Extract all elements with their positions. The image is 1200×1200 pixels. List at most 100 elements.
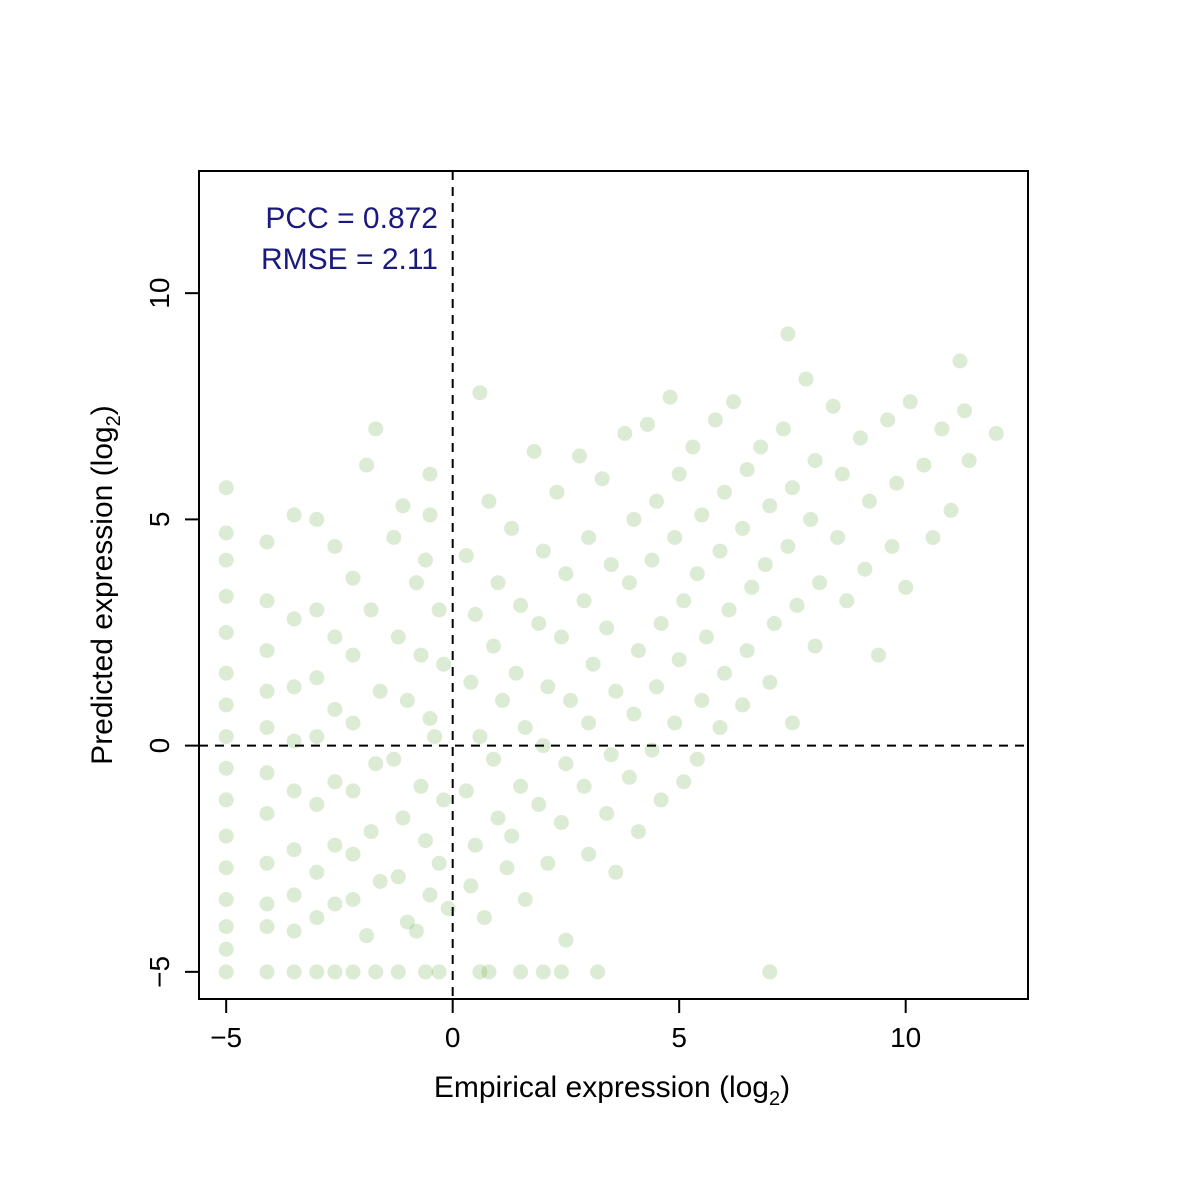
data-point <box>286 611 302 627</box>
x-tick-label: −5 <box>210 1022 242 1053</box>
data-point <box>712 720 728 735</box>
data-point <box>218 964 234 980</box>
data-point <box>925 530 941 545</box>
data-point <box>676 593 692 609</box>
data-point <box>345 570 361 586</box>
data-point <box>517 892 533 907</box>
data-point <box>608 864 624 880</box>
data-point <box>327 539 343 554</box>
data-point <box>490 575 506 591</box>
data-point <box>744 579 760 595</box>
data-point <box>717 484 732 500</box>
data-point <box>472 729 488 745</box>
data-point <box>372 683 388 699</box>
data-point <box>286 887 302 903</box>
data-point <box>218 892 234 907</box>
data-point <box>476 910 492 926</box>
data-point <box>807 638 823 654</box>
data-point <box>626 706 642 722</box>
data-point <box>685 439 701 455</box>
y-tick-label: 0 <box>144 738 175 754</box>
data-point <box>218 760 234 776</box>
data-point <box>676 774 692 790</box>
data-point <box>309 511 325 527</box>
data-point <box>775 421 791 437</box>
data-point <box>259 806 275 821</box>
x-tick-label: 10 <box>890 1022 921 1053</box>
data-point <box>472 964 488 980</box>
data-point <box>726 394 741 410</box>
data-point <box>576 593 592 609</box>
data-point <box>504 520 520 536</box>
data-point <box>952 353 968 369</box>
data-point <box>630 643 646 659</box>
data-point <box>667 715 683 731</box>
data-point <box>757 557 773 573</box>
data-point <box>581 846 597 862</box>
data-point <box>327 774 343 790</box>
data-point <box>418 964 433 980</box>
data-point <box>825 398 841 414</box>
data-point <box>988 425 1004 441</box>
data-point <box>549 484 565 500</box>
data-point <box>486 638 501 654</box>
data-point <box>585 656 601 672</box>
data-point <box>431 602 447 618</box>
data-point <box>803 511 819 527</box>
data-point <box>581 715 597 731</box>
data-point <box>309 729 325 745</box>
x-tick-label: 5 <box>671 1022 687 1053</box>
data-point <box>495 692 510 708</box>
data-point <box>576 778 592 794</box>
data-point <box>739 462 755 478</box>
data-point <box>218 552 234 568</box>
x-axis-title-subscript: 2 <box>769 1088 780 1110</box>
data-point <box>698 629 714 645</box>
data-point <box>363 824 379 840</box>
data-point <box>603 557 619 573</box>
data-point <box>540 679 556 695</box>
x-axis: −5 0 5 10 <box>210 999 921 1053</box>
data-point <box>517 720 533 735</box>
data-point <box>717 665 732 681</box>
data-point <box>218 828 234 844</box>
data-point <box>413 647 429 663</box>
data-point <box>563 692 578 708</box>
data-point <box>363 602 379 618</box>
data-point <box>408 923 424 939</box>
data-point <box>671 652 687 668</box>
data-point <box>558 566 574 582</box>
data-point <box>286 964 302 980</box>
data-point <box>309 796 325 812</box>
data-point <box>259 964 275 980</box>
data-point <box>490 810 506 826</box>
data-point <box>218 525 234 541</box>
data-point <box>902 394 918 410</box>
data-point <box>513 597 529 613</box>
data-point <box>418 552 433 568</box>
data-point <box>259 593 275 609</box>
data-point <box>218 697 234 713</box>
data-point <box>345 846 361 862</box>
y-tick-label: −5 <box>144 956 175 988</box>
data-point <box>472 385 488 401</box>
data-point <box>286 923 302 939</box>
data-point <box>535 964 551 980</box>
data-point <box>345 647 361 663</box>
data-point <box>789 597 805 613</box>
data-point <box>553 629 569 645</box>
data-point <box>395 810 411 826</box>
data-point <box>327 701 343 717</box>
y-axis-title: Predicted expression (log2) <box>86 405 125 765</box>
data-point <box>943 502 959 518</box>
data-point <box>630 824 646 840</box>
data-point <box>399 692 415 708</box>
data-point <box>508 665 524 681</box>
data-point <box>553 815 569 830</box>
data-point <box>458 783 474 799</box>
data-point <box>218 729 234 745</box>
data-point <box>218 625 234 640</box>
data-point <box>372 873 388 889</box>
y-axis-title-close: ) <box>86 405 119 415</box>
